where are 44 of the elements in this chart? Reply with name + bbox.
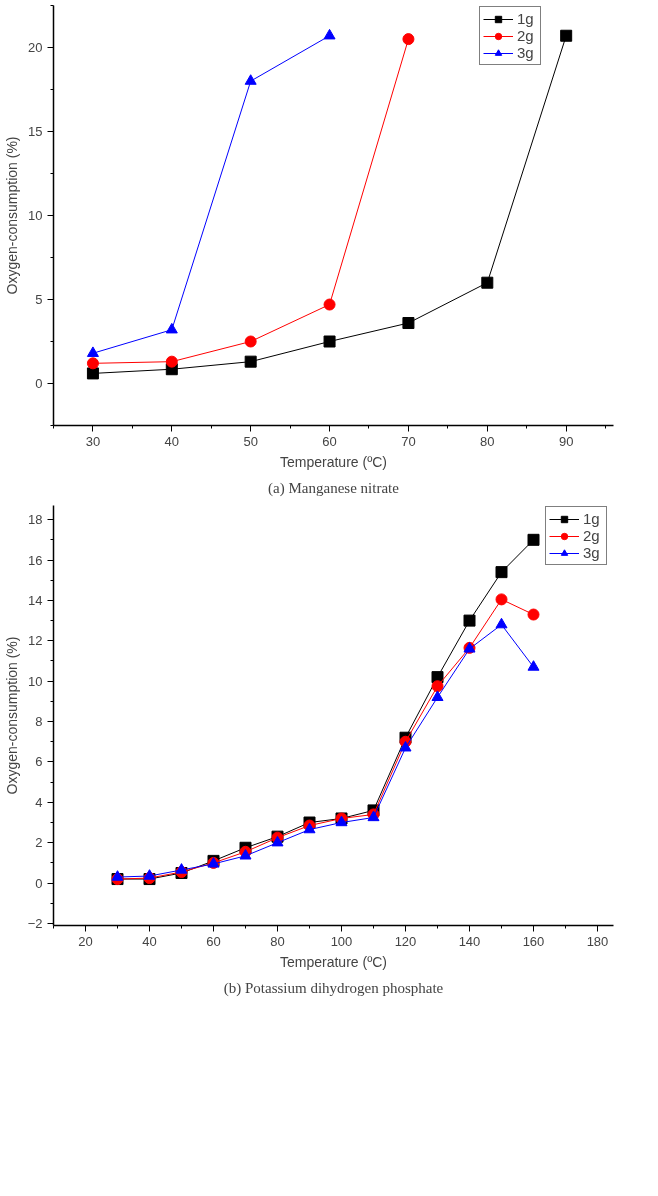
- x-axis-title: Temperature (ºC): [279, 953, 388, 970]
- legend-label: 1g: [583, 510, 601, 527]
- x-tick-label: 40: [142, 933, 157, 949]
- y-tick-label: 6: [35, 754, 43, 770]
- y-tick-label: 14: [28, 592, 43, 608]
- y-tick-label: −2: [27, 915, 43, 931]
- x-tick-label: 140: [458, 933, 481, 949]
- text: (a) Manganese nitrate: [268, 479, 400, 497]
- x-tick-label: 90: [558, 433, 574, 449]
- x-tick-label: 80: [270, 933, 285, 949]
- y-axis-title: Oxygen-consumption (%): [4, 136, 21, 295]
- x-tick-label: 50: [243, 433, 258, 449]
- x-tick-label: 40: [164, 433, 180, 449]
- x-tick-label: 100: [330, 933, 353, 949]
- y-tick-label: 8: [35, 714, 43, 730]
- y-tick-label: 2: [35, 835, 43, 851]
- y-tick-label: 15: [28, 124, 43, 139]
- x-tick-label: 180: [586, 933, 609, 949]
- x-tick-label: 30: [85, 433, 101, 449]
- x-tick-label: 60: [206, 933, 221, 949]
- y-tick-label: 10: [28, 673, 43, 689]
- x-tick-label: 60: [322, 433, 337, 449]
- y-tick-label: 0: [35, 875, 43, 891]
- legend-label: 3g: [517, 44, 535, 61]
- y-tick-label: 16: [28, 552, 43, 568]
- y-tick-label: 0: [35, 376, 43, 391]
- x-tick-label: 20: [78, 933, 93, 949]
- text: (b) Potassium dihydrogen phosphate: [223, 979, 444, 997]
- x-tick-label: 160: [522, 933, 545, 949]
- y-tick-label: 5: [35, 292, 43, 307]
- x-axis-title: Temperature (ºC): [279, 453, 388, 470]
- y-tick-label: 10: [28, 208, 43, 223]
- x-tick-label: 120: [394, 933, 417, 949]
- legend-label: 1g: [517, 10, 535, 27]
- y-tick-label: 18: [28, 512, 43, 528]
- x-tick-label: 80: [480, 433, 495, 449]
- legend-label: 2g: [583, 527, 601, 544]
- legend-label: 3g: [583, 544, 601, 561]
- y-tick-label: 4: [35, 794, 43, 810]
- legend-label: 2g: [517, 27, 535, 44]
- y-axis-title: Oxygen-consumption (%): [3, 636, 20, 795]
- x-tick-label: 70: [401, 433, 416, 449]
- y-tick-label: 12: [28, 633, 43, 649]
- y-tick-label: 20: [28, 40, 43, 55]
